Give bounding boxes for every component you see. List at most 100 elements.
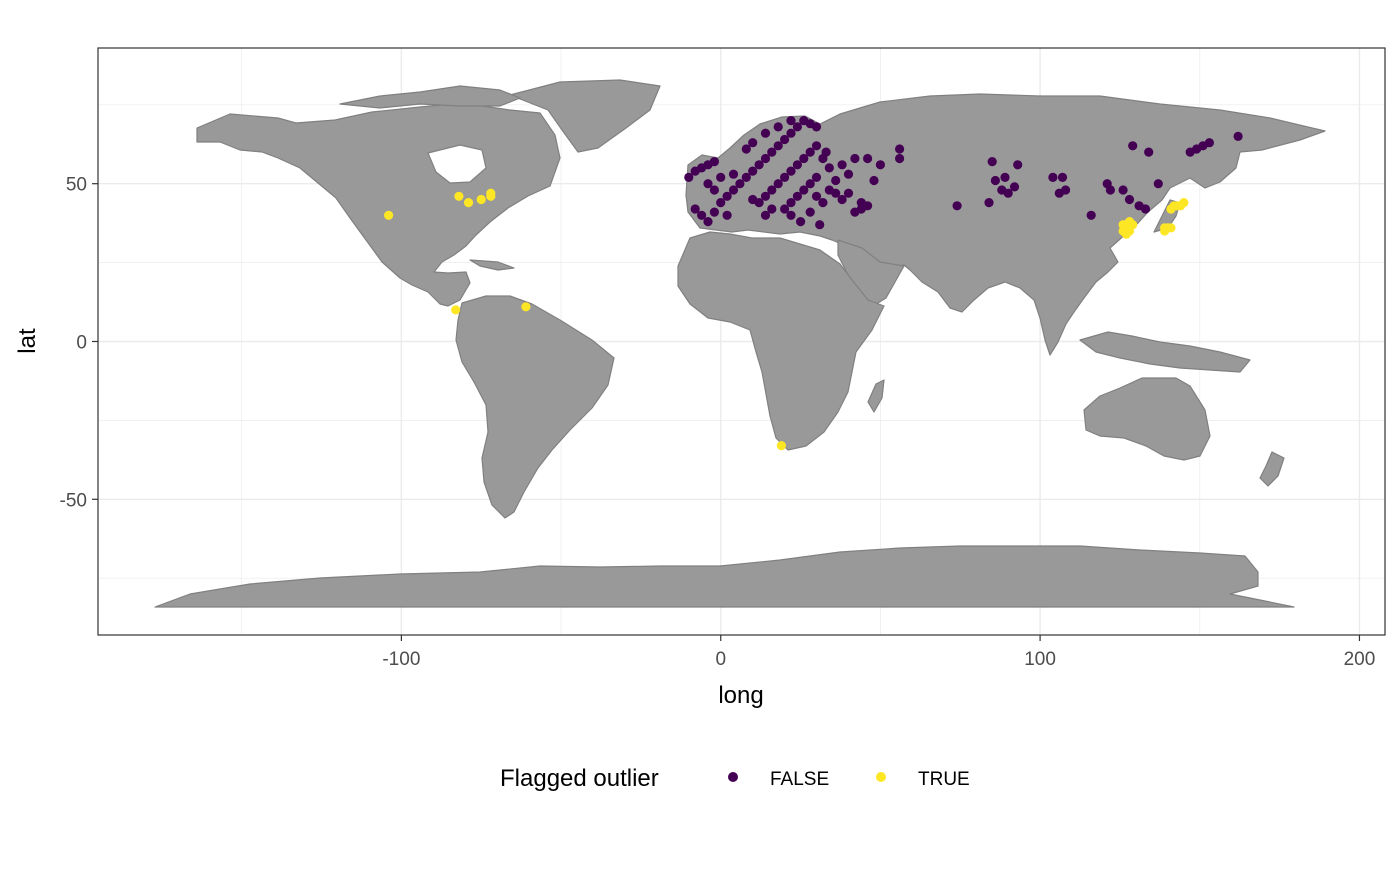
point-false: [1124, 194, 1135, 205]
point-true: [384, 210, 394, 220]
point-false: [728, 169, 739, 179]
point-true: [476, 194, 486, 205]
point-false: [843, 169, 854, 179]
point-true: [1128, 220, 1138, 230]
point-false: [786, 198, 796, 208]
point-false: [799, 153, 809, 164]
x-axis-title: long: [718, 682, 763, 709]
point-false: [821, 147, 831, 157]
x-tick-label: -100: [382, 649, 420, 670]
point-false: [792, 160, 803, 170]
point-false: [811, 122, 822, 132]
point-false: [780, 172, 790, 182]
y-tick-label: 50: [66, 175, 87, 196]
point-false: [805, 179, 815, 189]
point-false: [831, 188, 841, 198]
point-false: [792, 122, 803, 132]
world-map: [154, 79, 1326, 608]
point-false: [1204, 138, 1214, 148]
point-true: [1118, 226, 1128, 236]
madagascar-land: [867, 379, 885, 413]
point-false: [1086, 210, 1096, 220]
point-false: [722, 210, 732, 220]
point-false: [773, 122, 783, 132]
point-false: [796, 217, 806, 227]
point-false: [799, 185, 809, 195]
y-tick-label: 0: [76, 333, 87, 354]
point-false: [767, 147, 777, 157]
point-false: [875, 160, 886, 170]
x-tick-label: 200: [1344, 649, 1376, 670]
point-false: [773, 141, 783, 151]
point-false: [843, 188, 854, 198]
x-axis: -100 0 100 200: [382, 635, 1375, 670]
point-true: [776, 441, 787, 451]
point-false: [786, 116, 796, 126]
point-false: [703, 217, 713, 227]
point-true: [1166, 204, 1176, 214]
point-false: [760, 128, 771, 138]
point-false: [716, 172, 726, 182]
y-axis-title: lat: [14, 328, 41, 354]
caribbean-islands: [469, 259, 515, 271]
point-false: [863, 201, 873, 211]
point-false: [741, 172, 751, 182]
point-false: [824, 163, 834, 173]
point-false: [863, 153, 873, 164]
point-false: [716, 198, 726, 208]
point-false: [748, 166, 758, 176]
point-false: [850, 153, 860, 164]
point-false: [952, 201, 962, 211]
point-false: [850, 207, 860, 217]
point-false: [811, 172, 822, 182]
point-false: [760, 191, 771, 201]
point-false: [869, 175, 879, 186]
point-true: [463, 198, 474, 208]
point-false: [780, 204, 790, 214]
point-false: [748, 138, 758, 148]
point-false: [1105, 185, 1115, 195]
legend: Flagged outlier FALSE TRUE: [500, 765, 970, 792]
point-false: [1233, 131, 1243, 141]
point-false: [1003, 188, 1013, 198]
point-false: [1013, 160, 1023, 170]
y-axis: -50 0 50: [60, 175, 98, 511]
point-false: [1057, 172, 1068, 182]
greenland-land: [509, 79, 661, 153]
data-points: [384, 116, 1243, 451]
point-false: [811, 191, 822, 201]
point-false: [728, 185, 739, 195]
point-false: [760, 210, 771, 220]
point-false: [735, 179, 745, 189]
point-false: [760, 153, 771, 164]
point-false: [1118, 185, 1128, 195]
point-false: [703, 179, 713, 189]
point-false: [792, 191, 803, 201]
point-false: [1140, 204, 1151, 214]
point-true: [521, 302, 531, 312]
point-false: [684, 172, 694, 182]
africa-land: [677, 231, 885, 451]
point-false: [709, 157, 720, 167]
point-true: [486, 188, 496, 198]
point-true: [454, 191, 464, 201]
legend-key-false: [728, 772, 738, 782]
point-false: [818, 198, 828, 208]
point-false: [786, 166, 796, 176]
point-false: [767, 204, 777, 214]
legend-label-false: FALSE: [770, 769, 829, 790]
point-false: [895, 153, 905, 164]
point-false: [984, 198, 994, 208]
point-false: [690, 204, 700, 214]
australia-land: [1083, 377, 1211, 461]
europe-asia-land: [685, 93, 1326, 356]
new-zealand-land: [1259, 451, 1285, 487]
point-false: [837, 194, 847, 205]
point-false: [1048, 172, 1058, 182]
hudson-bay: [427, 144, 487, 184]
legend-key-true: [876, 772, 886, 782]
point-false: [805, 147, 815, 157]
point-false: [722, 191, 732, 201]
